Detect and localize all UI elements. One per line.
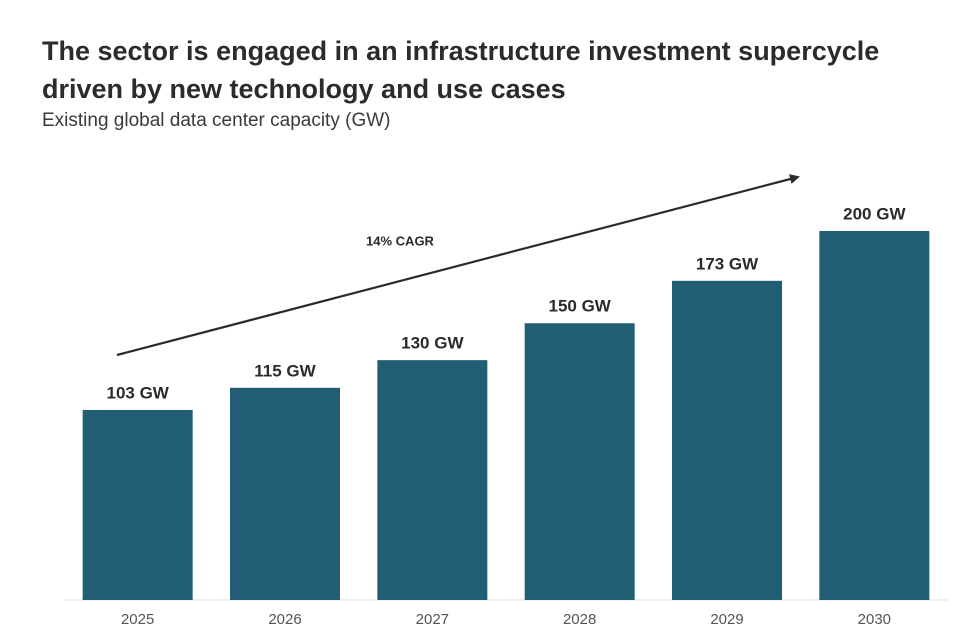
value-label: 115 GW bbox=[254, 361, 316, 380]
value-label: 130 GW bbox=[401, 334, 464, 353]
chart-subtitle: Existing global data center capacity (GW… bbox=[42, 110, 391, 131]
bar bbox=[82, 409, 193, 600]
value-label: 103 GW bbox=[106, 383, 169, 402]
bar bbox=[377, 360, 488, 600]
value-label: 200 GW bbox=[843, 204, 906, 223]
x-tick-label: 2029 bbox=[710, 611, 743, 628]
bar bbox=[524, 323, 635, 600]
bar bbox=[819, 231, 930, 600]
cagr-annotation: 14% CAGR bbox=[366, 233, 435, 248]
bar bbox=[230, 387, 340, 600]
trend-arrow bbox=[116, 174, 800, 357]
value-label: 173 GW bbox=[696, 254, 759, 273]
x-tick-label: 2030 bbox=[858, 611, 891, 628]
bar bbox=[672, 280, 782, 600]
x-tick-label: 2028 bbox=[563, 611, 596, 628]
x-tick-label: 2026 bbox=[268, 611, 301, 628]
chart-title: The sector is engaged in an infrastructu… bbox=[42, 36, 880, 104]
x-tick-label: 2025 bbox=[121, 611, 154, 628]
value-label: 150 GW bbox=[548, 297, 611, 316]
x-tick-label: 2027 bbox=[416, 611, 449, 628]
